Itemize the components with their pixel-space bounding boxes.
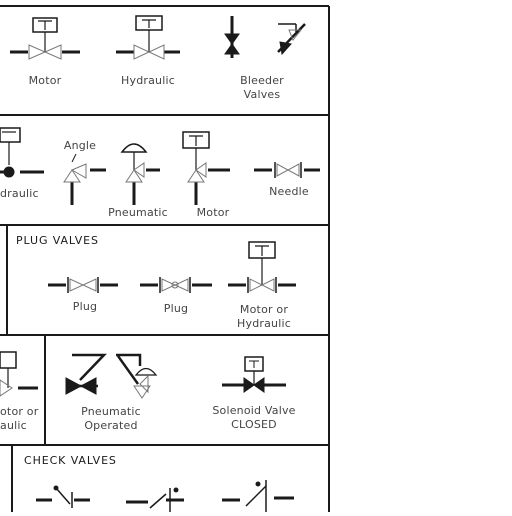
hydraulic-valve-icon xyxy=(0,127,44,178)
label-partial-line2: aulic xyxy=(0,419,27,432)
label-bleeder-line2: Valves xyxy=(243,88,281,101)
label-angle: Angle xyxy=(63,139,97,152)
pneumatic-valve-icon xyxy=(65,353,158,399)
bleeder-valve-icon xyxy=(224,16,306,58)
label-pneumatic-operated-line2: Operated xyxy=(84,419,138,432)
label-hydraulic-partial: draulic xyxy=(0,187,39,200)
check-valve-icon xyxy=(222,480,294,512)
label-pneumatic-operated-line1: Pneumatic xyxy=(81,405,141,418)
angle-valve-icon xyxy=(63,153,106,205)
label-motor: Motor xyxy=(28,74,62,87)
motor-operated-valve-icon xyxy=(182,131,230,205)
label-solenoid-line1: Solenoid Valve xyxy=(212,404,296,417)
pneumatic-valve-icon xyxy=(120,143,160,205)
label-hydraulic: Hydraulic xyxy=(121,74,175,87)
label-partial-line1: otor or xyxy=(0,405,39,418)
label-motor-row2: Motor xyxy=(196,206,230,219)
motor-operated-valve-icon xyxy=(228,241,296,293)
hydraulic-valve-icon xyxy=(116,15,180,60)
label-needle: Needle xyxy=(269,185,309,198)
section-header-check-valves: CHECK VALVES xyxy=(24,454,117,467)
section-header-plug-valves: PLUG VALVES xyxy=(16,234,99,247)
motor-operated-valve-icon xyxy=(10,17,80,60)
hydraulic-valve-icon xyxy=(0,351,38,397)
solenoid-valve-icon xyxy=(222,356,286,393)
label-plug-1: Plug xyxy=(72,300,98,313)
label-motor-or-line2: Hydraulic xyxy=(237,317,291,330)
label-plug-2: Plug xyxy=(163,302,189,315)
label-pneumatic: Pneumatic xyxy=(108,206,168,219)
needle-valve-icon xyxy=(254,162,320,178)
plug-valve-icon xyxy=(48,277,118,293)
label-bleeder-line1: Bleeder xyxy=(240,74,284,87)
check-valve-icon xyxy=(36,485,90,508)
label-solenoid-line2: CLOSED xyxy=(231,418,277,431)
label-motor-or-line1: Motor or xyxy=(239,303,289,316)
check-valve-icon xyxy=(126,487,184,512)
plug-valve-icon xyxy=(140,277,212,293)
